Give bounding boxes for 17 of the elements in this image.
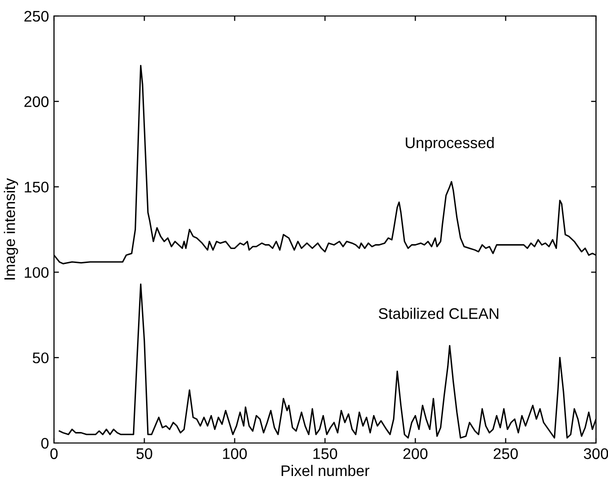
y-axis-title: Image intensity xyxy=(4,178,18,280)
y-tick-label: 100 xyxy=(24,267,49,278)
x-tick-label: 200 xyxy=(403,448,428,460)
x-tick-label: 0 xyxy=(50,448,58,460)
text: Stabilized CLEAN xyxy=(378,308,498,319)
x-tick-label: 50 xyxy=(136,448,152,460)
text: Unprocessed xyxy=(406,136,494,152)
x-tick-label: 300 xyxy=(584,448,608,460)
y-tick-label: 250 xyxy=(24,10,49,22)
x-tick-label: 100 xyxy=(223,448,247,460)
y-tick-label: 0 xyxy=(41,438,49,449)
x-axis-title: Pixel number xyxy=(282,464,370,476)
y-tick-label: 50 xyxy=(32,352,49,364)
y-tick-label: 150 xyxy=(24,182,49,192)
x-tick-label: 250 xyxy=(494,448,518,460)
y-tick-label: 200 xyxy=(24,96,49,108)
x-tick-label: 150 xyxy=(313,448,338,460)
